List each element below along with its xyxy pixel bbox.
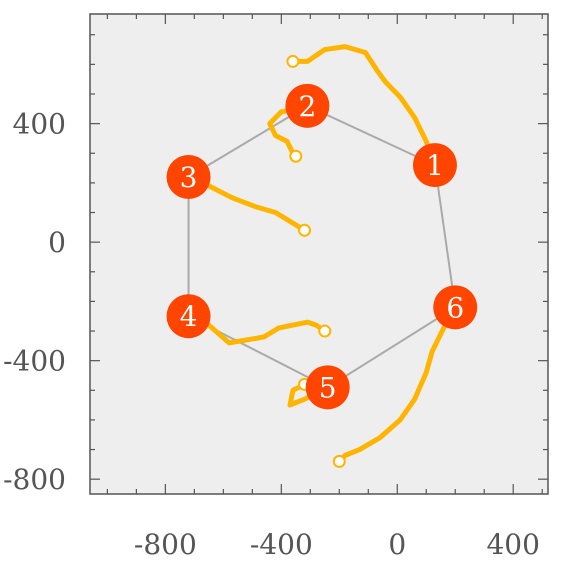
node-circle [412,143,457,188]
y-tick-label: 400 [13,108,66,141]
node-circle [433,285,478,330]
node-3: 3 [166,154,211,199]
node-4: 4 [166,294,211,339]
trajectory-end-marker-3 [298,223,312,237]
y-tick-label: -800 [3,463,66,496]
trajectory-6 [336,304,458,464]
node-6: 6 [433,285,478,330]
node-circle [305,365,350,410]
y-tick-label: -400 [3,345,66,378]
axis-tick-labels: -800 -400 0 400 -800 -400 0 400 [3,108,540,561]
trajectory-end-marker-6 [332,454,346,468]
node-5: 5 [305,365,350,410]
trajectory-3 [186,174,308,233]
node-1: 1 [412,143,457,188]
node-circle [285,83,330,128]
plot-frame [89,13,549,495]
node-circle [166,154,211,199]
x-tick-label: -800 [134,528,197,561]
x-tick-label: 0 [388,528,406,561]
trajectory-4 [186,313,328,346]
y-tick-label: 0 [48,226,66,259]
plot-background [90,14,548,494]
node-2: 2 [285,83,330,128]
node-label: 3 [180,161,198,194]
trajectory-end-marker-4 [318,324,332,338]
axis-ticks [90,14,548,494]
node-label: 4 [180,300,198,333]
node-circle [166,294,211,339]
x-tick-label: -400 [250,528,313,561]
trajectory-end-marker-1 [286,54,300,68]
trajectory-end-marker-2 [289,149,303,163]
node-label: 1 [426,149,444,182]
node-label: 2 [298,90,316,123]
nodes: 1 2 3 4 5 6 [166,83,478,410]
node-label: 5 [319,371,337,404]
node-label: 6 [446,291,464,324]
x-tick-label: 400 [486,528,539,561]
trajectory-1 [290,44,438,168]
